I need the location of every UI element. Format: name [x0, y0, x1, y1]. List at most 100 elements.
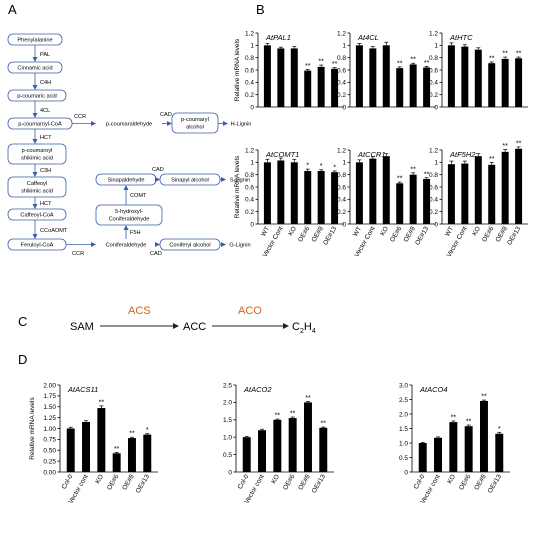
y-tick-label: 0.00 — [43, 469, 56, 476]
x-tick-label: Col-0 — [61, 473, 75, 490]
enzyme-label-cad1: CAD — [160, 112, 172, 118]
y-tick-label: 1.2 — [429, 147, 438, 154]
bar — [317, 170, 325, 224]
significance-mark: * — [306, 163, 309, 170]
y-tick-label: 1.5 — [399, 426, 408, 433]
bar — [303, 402, 312, 472]
significance-mark: ** — [397, 60, 403, 67]
enzyme-label-pal: PAL — [40, 52, 50, 58]
bar — [277, 160, 285, 224]
bar — [423, 67, 431, 107]
pathway-node-cfc: Caffeoyl-CoA — [7, 208, 67, 221]
y-tick-label: 0.50 — [43, 448, 56, 455]
y-tick-label: 1 — [250, 160, 254, 167]
bar — [127, 438, 136, 472]
y-tick-label: 3.0 — [399, 382, 408, 389]
bar — [461, 46, 469, 107]
pathway-node-pcal: p-coumaraldehyde — [106, 122, 152, 128]
bar — [331, 68, 339, 107]
svg-text:Caffeoyl: Caffeoyl — [27, 181, 47, 187]
significance-mark: * — [320, 163, 323, 170]
enzyme-label-cad3: CAD — [152, 167, 164, 173]
pathway-node-conoh: Coniferyl alcohol — [159, 238, 221, 251]
bar — [290, 48, 298, 107]
significance-mark: ** — [410, 166, 416, 173]
bar — [515, 58, 523, 107]
y-tick-label: 1 — [342, 160, 346, 167]
y-tick-label: 1.00 — [43, 426, 56, 433]
x-tick-label: OE#8 — [297, 473, 312, 491]
y-axis-label: Relative mRNA levels — [29, 397, 36, 460]
bar — [474, 49, 482, 107]
bar — [434, 437, 443, 472]
y-tick-label: 0.8 — [429, 172, 438, 179]
significance-mark: ** — [424, 171, 430, 178]
y-tick-label: 2.0 — [223, 400, 232, 407]
significance-mark: ** — [481, 394, 487, 401]
pathway-node-phe: Phenylalanine — [7, 33, 63, 46]
enzyme-label-hct2: HCT — [40, 201, 52, 207]
lignin-pathway-diagram: Phenylalanine Cinnamic acid p-coumaric aci… — [7, 33, 252, 257]
bar — [273, 419, 282, 472]
y-tick-label: 1.0 — [223, 435, 232, 442]
y-tick-label: 1.50 — [43, 404, 56, 411]
x-tick-label: KO — [379, 226, 390, 238]
chart-atacs11: 0.00 0.25 0.50 0.75 1.00 1.25 1.50 1.75 2.00 AtAC… — [29, 382, 158, 505]
svg-text:Coniferaldehyde: Coniferaldehyde — [106, 243, 147, 249]
svg-text:H-Lignin: H-Lignin — [231, 122, 252, 128]
y-tick-label: 0.5 — [223, 452, 232, 459]
y-tick-label: 1.2 — [337, 147, 346, 154]
bar — [355, 45, 363, 107]
y-tick-label: 0.8 — [337, 172, 346, 179]
significance-mark: ** — [290, 411, 296, 418]
svg-text:alcohol: alcohol — [186, 125, 204, 131]
y-tick-label: 0.6 — [245, 184, 254, 191]
x-tick-label: OE#6 — [481, 225, 496, 243]
x-tick-label: OE#6 — [458, 473, 473, 491]
y-tick-label: 0.8 — [245, 55, 254, 62]
y-tick-label: 0.2 — [337, 209, 346, 216]
bar — [277, 48, 285, 107]
reaction-enzyme-aco: ACO — [238, 305, 262, 317]
bar — [369, 48, 377, 107]
significance-mark: ** — [318, 59, 324, 66]
y-tick-label: 0.4 — [429, 197, 438, 204]
chart-at4cl: 0 0.2 0.4 0.6 0.8 1 1.2 At4CL ** ** ** — [337, 30, 436, 111]
ethylene-reaction: SAM ACS ACC ACO C2H4 — [70, 305, 316, 335]
y-tick-label: 0.2 — [429, 209, 438, 216]
y-tick-label: 0.4 — [245, 80, 254, 87]
bar — [263, 162, 271, 224]
y-tick-label: 1 — [250, 43, 254, 50]
y-tick-label: 0.6 — [337, 184, 346, 191]
y-tick-label: 0 — [342, 221, 346, 228]
significance-mark: ** — [397, 176, 403, 183]
x-tick-label: WT — [260, 225, 271, 237]
pathway-node-pcc: p-coumaroyl-CoA — [7, 117, 73, 130]
panel-letter-d: D — [18, 352, 27, 367]
chart-title: AtHTC — [449, 33, 473, 42]
bar — [409, 64, 417, 107]
y-tick-label: 1.2 — [245, 30, 254, 37]
bar — [290, 162, 298, 224]
significance-mark: ** — [305, 395, 311, 402]
pathway-node-pca: p-coumaric acid — [7, 89, 67, 102]
reaction-substrate: SAM — [70, 321, 94, 333]
significance-mark: ** — [275, 413, 281, 420]
y-tick-label: 2.00 — [43, 382, 56, 389]
svg-text:Caffeoyl-CoA: Caffeoyl-CoA — [20, 213, 53, 219]
significance-mark: ** — [424, 60, 430, 67]
enzyme-label-ccoaomt: CCoAOMT — [40, 228, 68, 234]
svg-text:Coniferaldehyde: Coniferaldehyde — [109, 217, 150, 223]
bar — [449, 422, 458, 472]
significance-mark: ** — [502, 143, 508, 150]
bar — [112, 453, 121, 472]
x-tick-label: OE#13 — [414, 225, 430, 246]
bar — [66, 428, 75, 472]
bar — [263, 45, 271, 107]
y-tick-label: 1.0 — [399, 440, 408, 447]
bar-charts: 0 0.2 0.4 0.6 0.8 1 1.2 AtPAL1 Relative mRNA lev… — [29, 30, 528, 505]
pathway-node-hcal: 5-hydroxyl- Coniferaldehyde — [95, 204, 163, 226]
significance-mark: * — [333, 164, 336, 171]
y-axis-label: Relative mRNA levels — [234, 155, 241, 218]
bar — [488, 164, 496, 224]
